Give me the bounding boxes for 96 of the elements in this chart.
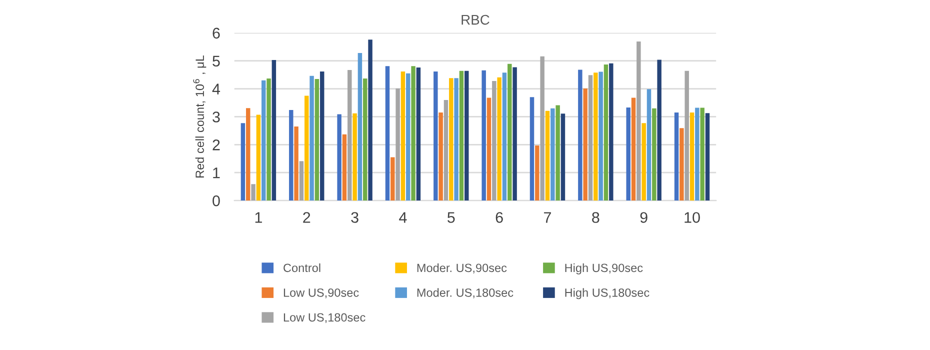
bar xyxy=(411,66,416,201)
legend-label: High US,180sec xyxy=(565,288,650,300)
y-tick-label: 4 xyxy=(212,84,220,94)
bar xyxy=(690,112,694,201)
bar xyxy=(545,110,550,201)
bar xyxy=(266,78,271,201)
bar xyxy=(390,157,395,201)
bar xyxy=(385,66,390,201)
bar xyxy=(594,72,598,201)
bar xyxy=(459,70,464,201)
bar xyxy=(578,70,582,201)
bar xyxy=(705,113,710,201)
bar xyxy=(583,88,588,201)
bar xyxy=(464,70,469,201)
x-tick-label: 10 xyxy=(684,212,700,223)
bar xyxy=(256,114,261,201)
bar xyxy=(631,98,636,201)
x-tick-label: 7 xyxy=(544,212,551,223)
bar xyxy=(508,64,512,201)
bar xyxy=(444,100,448,201)
bar xyxy=(289,110,294,201)
legend-label: Low US,90sec xyxy=(284,288,359,298)
bar xyxy=(272,60,276,201)
bar xyxy=(342,134,347,201)
bar xyxy=(502,72,507,201)
bar xyxy=(434,71,438,201)
chart-title: RBC xyxy=(462,14,490,25)
x-tick-label: 3 xyxy=(351,212,358,223)
bar xyxy=(652,108,656,201)
bar xyxy=(626,108,630,201)
y-tick-label: 0 xyxy=(212,195,220,206)
bar xyxy=(314,79,320,201)
bar xyxy=(609,63,614,201)
bar xyxy=(556,105,560,201)
bar xyxy=(642,123,646,201)
y-axis-title: Red cell count, 10$^{6}$ , μL xyxy=(193,55,206,178)
bar xyxy=(251,184,256,201)
x-tick-label: 9 xyxy=(640,212,648,223)
bar xyxy=(550,108,555,201)
bar xyxy=(604,64,608,201)
y-tick-label: 6 xyxy=(212,28,220,39)
bar xyxy=(512,67,517,201)
y-tick-label: 2 xyxy=(212,140,220,150)
bar xyxy=(416,68,421,201)
bar xyxy=(337,114,342,201)
bar xyxy=(560,114,566,201)
bar xyxy=(246,108,250,201)
bar xyxy=(363,78,368,201)
bar xyxy=(497,77,502,201)
y-tick-label: 1 xyxy=(213,168,220,178)
bar xyxy=(352,113,357,201)
legend-label: Moder. US,180sec xyxy=(417,288,514,298)
bar xyxy=(396,88,400,201)
bar xyxy=(535,146,540,201)
bar xyxy=(674,112,679,201)
legend-label: Control xyxy=(284,263,320,272)
bar xyxy=(438,112,443,201)
bar xyxy=(646,89,652,201)
legend-label: Low US,180sec xyxy=(284,313,366,323)
bar xyxy=(588,75,593,201)
legend-label: High US,90sec xyxy=(565,263,643,274)
y-tick-label: 5 xyxy=(212,56,220,67)
bar xyxy=(636,42,641,201)
bar xyxy=(240,123,246,201)
bar xyxy=(304,96,309,201)
bar xyxy=(684,70,689,201)
bar xyxy=(400,71,406,201)
bar xyxy=(700,108,704,201)
bar xyxy=(598,72,603,201)
x-tick-label: 2 xyxy=(303,212,310,223)
bar xyxy=(294,126,298,201)
y-tick-label: 3 xyxy=(212,112,220,122)
bar xyxy=(657,60,662,201)
bar xyxy=(310,76,314,201)
x-tick-label: 6 xyxy=(496,212,503,223)
bar xyxy=(449,78,454,201)
bar xyxy=(530,97,534,201)
bar xyxy=(368,40,372,201)
bar xyxy=(406,73,410,201)
bar xyxy=(348,70,352,201)
bar xyxy=(320,71,324,201)
bar xyxy=(486,98,492,201)
x-tick-label: 4 xyxy=(399,212,407,223)
bar xyxy=(358,53,362,201)
bar xyxy=(492,80,496,201)
x-tick-label: 8 xyxy=(592,212,600,223)
bar xyxy=(299,161,304,201)
bar xyxy=(680,128,684,201)
x-tick-label: 5 xyxy=(448,212,455,223)
bar xyxy=(454,78,458,201)
bar xyxy=(482,70,486,201)
bar xyxy=(695,108,700,201)
bar xyxy=(261,80,266,201)
bar xyxy=(540,56,544,201)
x-tick-label: 1 xyxy=(255,212,262,223)
legend-label: Moder. US,90sec xyxy=(417,263,507,274)
